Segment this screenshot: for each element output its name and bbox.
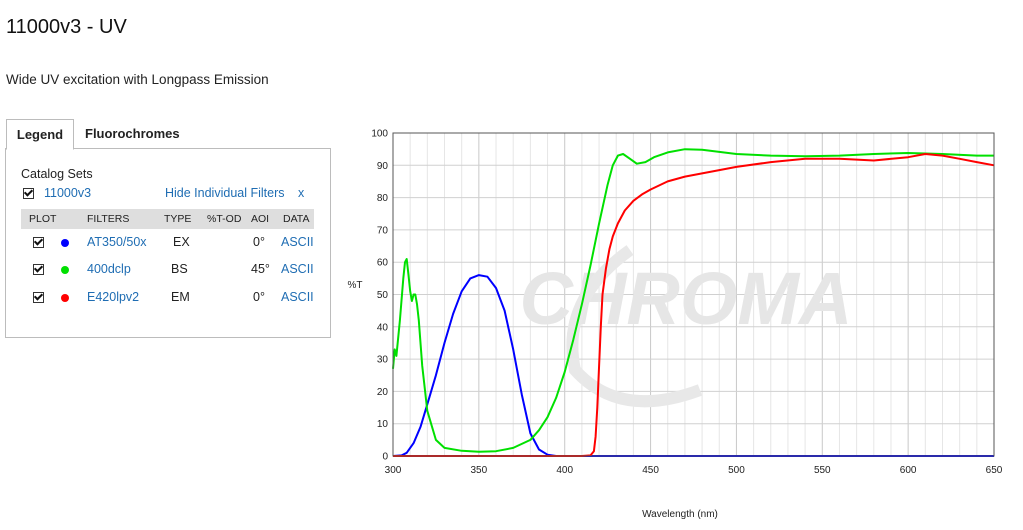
set-link[interactable]: 11000v3 (44, 186, 92, 200)
series-color-dot (61, 294, 69, 302)
filter-name-link[interactable]: AT350/50x (87, 235, 147, 249)
page-title: 11000v3 - UV (6, 16, 127, 38)
set-checkbox[interactable] (23, 188, 34, 199)
y-tick-label: 70 (377, 225, 389, 236)
x-tick-label: 350 (471, 465, 488, 476)
axis-ticks: 300 350 400 450 500 550 600 650 0 10 20 30 40 50 60 70 8… (371, 129, 1002, 477)
x-tick-label: 400 (556, 465, 573, 476)
filter-row: AT350/50x EX 0° ASCII (21, 233, 314, 253)
plot-checkbox[interactable] (33, 264, 44, 275)
filter-table-header: PLOT FILTERS TYPE %T-OD AOI DATA (21, 209, 314, 229)
filter-aoi: 45° (251, 262, 270, 276)
legend-panel: Catalog Sets 11000v3 Hide Individual Fil… (5, 148, 331, 338)
plot-frame (392, 132, 995, 457)
watermark-swoosh (566, 245, 703, 408)
x-tick-label: 650 (986, 465, 1003, 476)
hide-individual-filters-link[interactable]: Hide Individual Filters (165, 186, 285, 200)
page-subtitle: Wide UV excitation with Longpass Emissio… (6, 72, 269, 87)
y-tick-label: 30 (377, 355, 389, 366)
plot-checkbox[interactable] (33, 292, 44, 303)
catalog-set-row: 11000v3 Hide Individual Filters x (21, 186, 321, 202)
x-tick-label: 450 (642, 465, 659, 476)
col-plot: PLOT (29, 213, 57, 225)
y-tick-label: 0 (382, 452, 388, 463)
filter-name-link[interactable]: E420lpv2 (87, 290, 140, 304)
ascii-link[interactable]: ASCII (281, 290, 314, 304)
plot-checkbox[interactable] (33, 237, 44, 248)
y-tick-label: 80 (377, 193, 389, 204)
series-color-dot (61, 266, 69, 274)
x-tick-label: 300 (385, 465, 402, 476)
ascii-link[interactable]: ASCII (281, 235, 314, 249)
col-filters: FILTERS (87, 213, 130, 225)
filter-aoi: 0° (253, 290, 265, 304)
tab-legend[interactable]: Legend (6, 119, 74, 150)
filter-name-link[interactable]: 400dclp (87, 262, 131, 276)
y-tick-label: 100 (371, 129, 388, 140)
col-type: TYPE (164, 213, 192, 225)
col-aoi: AOI (251, 213, 270, 225)
x-tick-label: 550 (814, 465, 831, 476)
filter-type: BS (171, 262, 188, 276)
chart-series (392, 148, 995, 457)
chroma-watermark: CHROMA (520, 245, 852, 408)
filter-aoi: 0° (253, 235, 265, 249)
x-tick-label: 600 (900, 465, 917, 476)
col-t-od: %T-OD (207, 213, 242, 225)
remove-set-link[interactable]: x (298, 186, 305, 200)
y-tick-label: 60 (377, 258, 389, 269)
y-tick-label: 40 (377, 322, 389, 333)
y-tick-label: 10 (377, 419, 389, 430)
series-color-dot (61, 239, 69, 247)
x-tick-label: 500 (728, 465, 745, 476)
ascii-link[interactable]: ASCII (281, 262, 314, 276)
y-axis-label: %T (348, 280, 363, 291)
filter-row: E420lpv2 EM 0° ASCII (21, 288, 314, 308)
series-line (392, 274, 994, 457)
series-line (393, 153, 995, 457)
x-axis-label: Wavelength (nm) (642, 509, 718, 520)
y-tick-label: 90 (377, 161, 389, 172)
col-data: DATA (283, 213, 310, 225)
filter-type: EX (173, 235, 190, 249)
series-line (392, 148, 994, 453)
tab-fluorochromes[interactable]: Fluorochromes (85, 126, 180, 141)
filter-type: EM (171, 290, 190, 304)
y-tick-label: 50 (377, 290, 389, 301)
y-tick-label: 20 (377, 387, 389, 398)
catalog-sets-label: Catalog Sets (21, 167, 93, 181)
filter-row: 400dclp BS 45° ASCII (21, 260, 314, 280)
